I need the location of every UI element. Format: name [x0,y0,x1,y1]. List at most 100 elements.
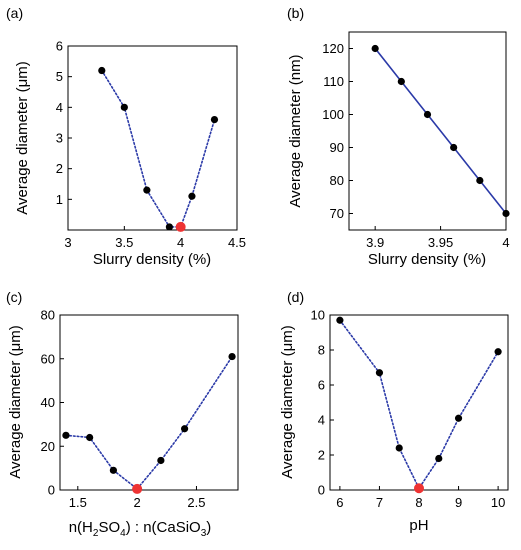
panel-d-x-axis-label: pH [409,517,428,534]
panel-d-xtick-label: 8 [415,495,422,510]
panel-b-plot-frame [348,31,507,231]
panel-b-data-point [397,77,405,86]
panel-a-xticks: 3 3.5 4 4.5 [64,226,246,250]
panel-c-data-point [62,431,70,439]
panel-d-xtick-label: 7 [376,495,383,510]
panel-d-data-point [454,414,463,422]
panel-d-xtick-label: 6 [336,495,343,510]
panel-d-ytick-label: 2 [318,448,325,463]
panel-d-highlight-point [414,483,424,494]
panel-c-xtick-label: 2.5 [187,495,205,510]
panel-a-xtick-label: 4.5 [228,235,246,250]
panel-a-ytick-label: 5 [56,69,63,84]
panel-a-data-point [210,116,219,124]
panel-c: (c) 1.5 2 2.5 0 20 40 60 80 n(H2SO4) : n(CaSiO… [6,289,239,539]
panel-d-series-line-0 [339,319,499,490]
panel-c-ytick-label: 0 [48,483,55,498]
panel-a-yticks: 1 2 3 4 5 6 [56,39,72,207]
panel-d-series-points [336,316,502,494]
panel-d-data-point [494,348,502,356]
panel-c-ytick-label: 20 [41,439,55,454]
panel-c-data-point [228,352,236,361]
panel-a-y-axis-label: Average diameter (μm) [14,61,31,214]
panel-d-ytick-label: 8 [318,343,325,358]
panel-b-ytick-label: 70 [330,206,344,221]
panel-c-plot-frame [59,314,239,491]
panel-b-xtick-label: 4 [502,235,509,250]
panel-b-y-axis-label: Average diameter (nm) [287,54,304,207]
panel-a-x-axis-label: Slurry density (%) [93,251,211,268]
panel-c-letter: (c) [6,289,22,305]
panel-d-plot-frame [329,314,509,491]
panel-d-yticks: 0 2 4 6 8 10 [311,308,334,498]
panel-a-xtick-label: 4 [177,235,184,250]
panel-b-data-point [476,176,484,185]
panel-d-data-point [395,444,403,452]
panel-c-data-point [86,433,94,442]
panel-b-x-axis-label: Slurry density (%) [368,251,486,268]
panel-b-data-point [371,44,379,53]
panel-a-xtick-label: 3 [64,235,71,250]
panel-b-ytick-label: 80 [330,173,344,188]
panel-b-ytick-label: 110 [323,74,344,89]
panel-b-series-line-0 [374,48,507,214]
panel-c-y-axis-label: Average diameter (μm) [7,325,24,478]
panel-d-xtick-label: 9 [455,495,462,510]
panel-b-series-line [374,48,507,214]
panel-b: (b) 3.9 3.95 4 70 80 90 100 110 120 Slurry dens… [287,5,510,268]
panel-d-ytick-label: 6 [318,378,325,393]
panel-b-ytick-label: 90 [330,140,344,155]
panel-c-series-points [62,352,236,494]
panel-c-ytick-label: 80 [41,308,55,323]
panel-c-yticks: 0 20 40 60 80 [41,308,64,498]
panel-a-data-point [120,103,128,111]
panel-d-xtick-label: 10 [491,495,505,510]
panel-a-ytick-label: 4 [56,100,63,115]
panel-a-ytick-label: 2 [56,161,63,176]
panel-b-ytick-label: 100 [322,107,344,122]
panel-d-data-point [435,454,443,463]
panel-d-data-point [375,369,384,377]
panel-a-letter: (a) [6,5,23,21]
panel-b-xtick-label: 3.95 [428,235,453,250]
panel-a-series-points [98,66,219,232]
panel-d-series-line [339,319,499,490]
panel-d-ytick-label: 0 [318,483,325,498]
panel-b-data-point [502,209,510,218]
panel-a-data-point [98,66,106,75]
panel-a-data-point [165,223,173,231]
panel-b-series-points [371,44,510,218]
panel-c-series-line [65,355,233,491]
panel-b-ytick-label: 120 [322,41,344,56]
panel-b-letter: (b) [287,5,304,21]
panel-c-xtick-label: 1.5 [69,495,87,510]
panel-a-highlight-point [175,221,186,232]
panel-b-yticks: 70 80 90 100 110 120 [322,41,353,221]
panel-c-data-point [157,456,165,465]
panel-d-ytick-label: 4 [318,413,325,428]
panel-a-xtick-label: 3.5 [115,235,133,250]
panel-c-xticks: 1.5 2 2.5 [69,486,206,510]
panel-c-data-point [109,466,117,474]
panel-c-xtick-label: 2 [134,495,141,510]
panel-b-xticks: 3.9 3.95 4 [366,226,510,250]
panel-d: (d) 6 7 8 9 10 0 2 4 6 8 10 pH Average diameter (… [279,289,509,534]
panel-c-series-line-0 [65,355,233,491]
panel-d-y-axis-label: Average diameter (μm) [279,325,296,478]
panel-a-ytick-label: 1 [56,192,63,207]
panel-a-series-line [101,69,216,228]
panel-d-ytick-label: 10 [311,308,325,323]
panel-a-ytick-label: 3 [56,131,63,146]
panel-c-ytick-label: 40 [41,395,55,410]
panel-c-highlight-point [132,483,143,494]
panel-c-x-axis-label: n(H2SO4) : n(CaSiO3) [69,519,212,539]
panel-a-data-point [143,186,151,194]
panel-c-data-point [181,425,189,433]
panel-b-xtick-label: 3.9 [366,235,384,250]
panel-b-data-point [450,143,458,152]
panel-c-ytick-label: 60 [41,351,55,366]
panel-a-series-line-0 [101,69,216,228]
panel-b-data-point [423,110,432,119]
panel-a-data-point [188,192,196,200]
